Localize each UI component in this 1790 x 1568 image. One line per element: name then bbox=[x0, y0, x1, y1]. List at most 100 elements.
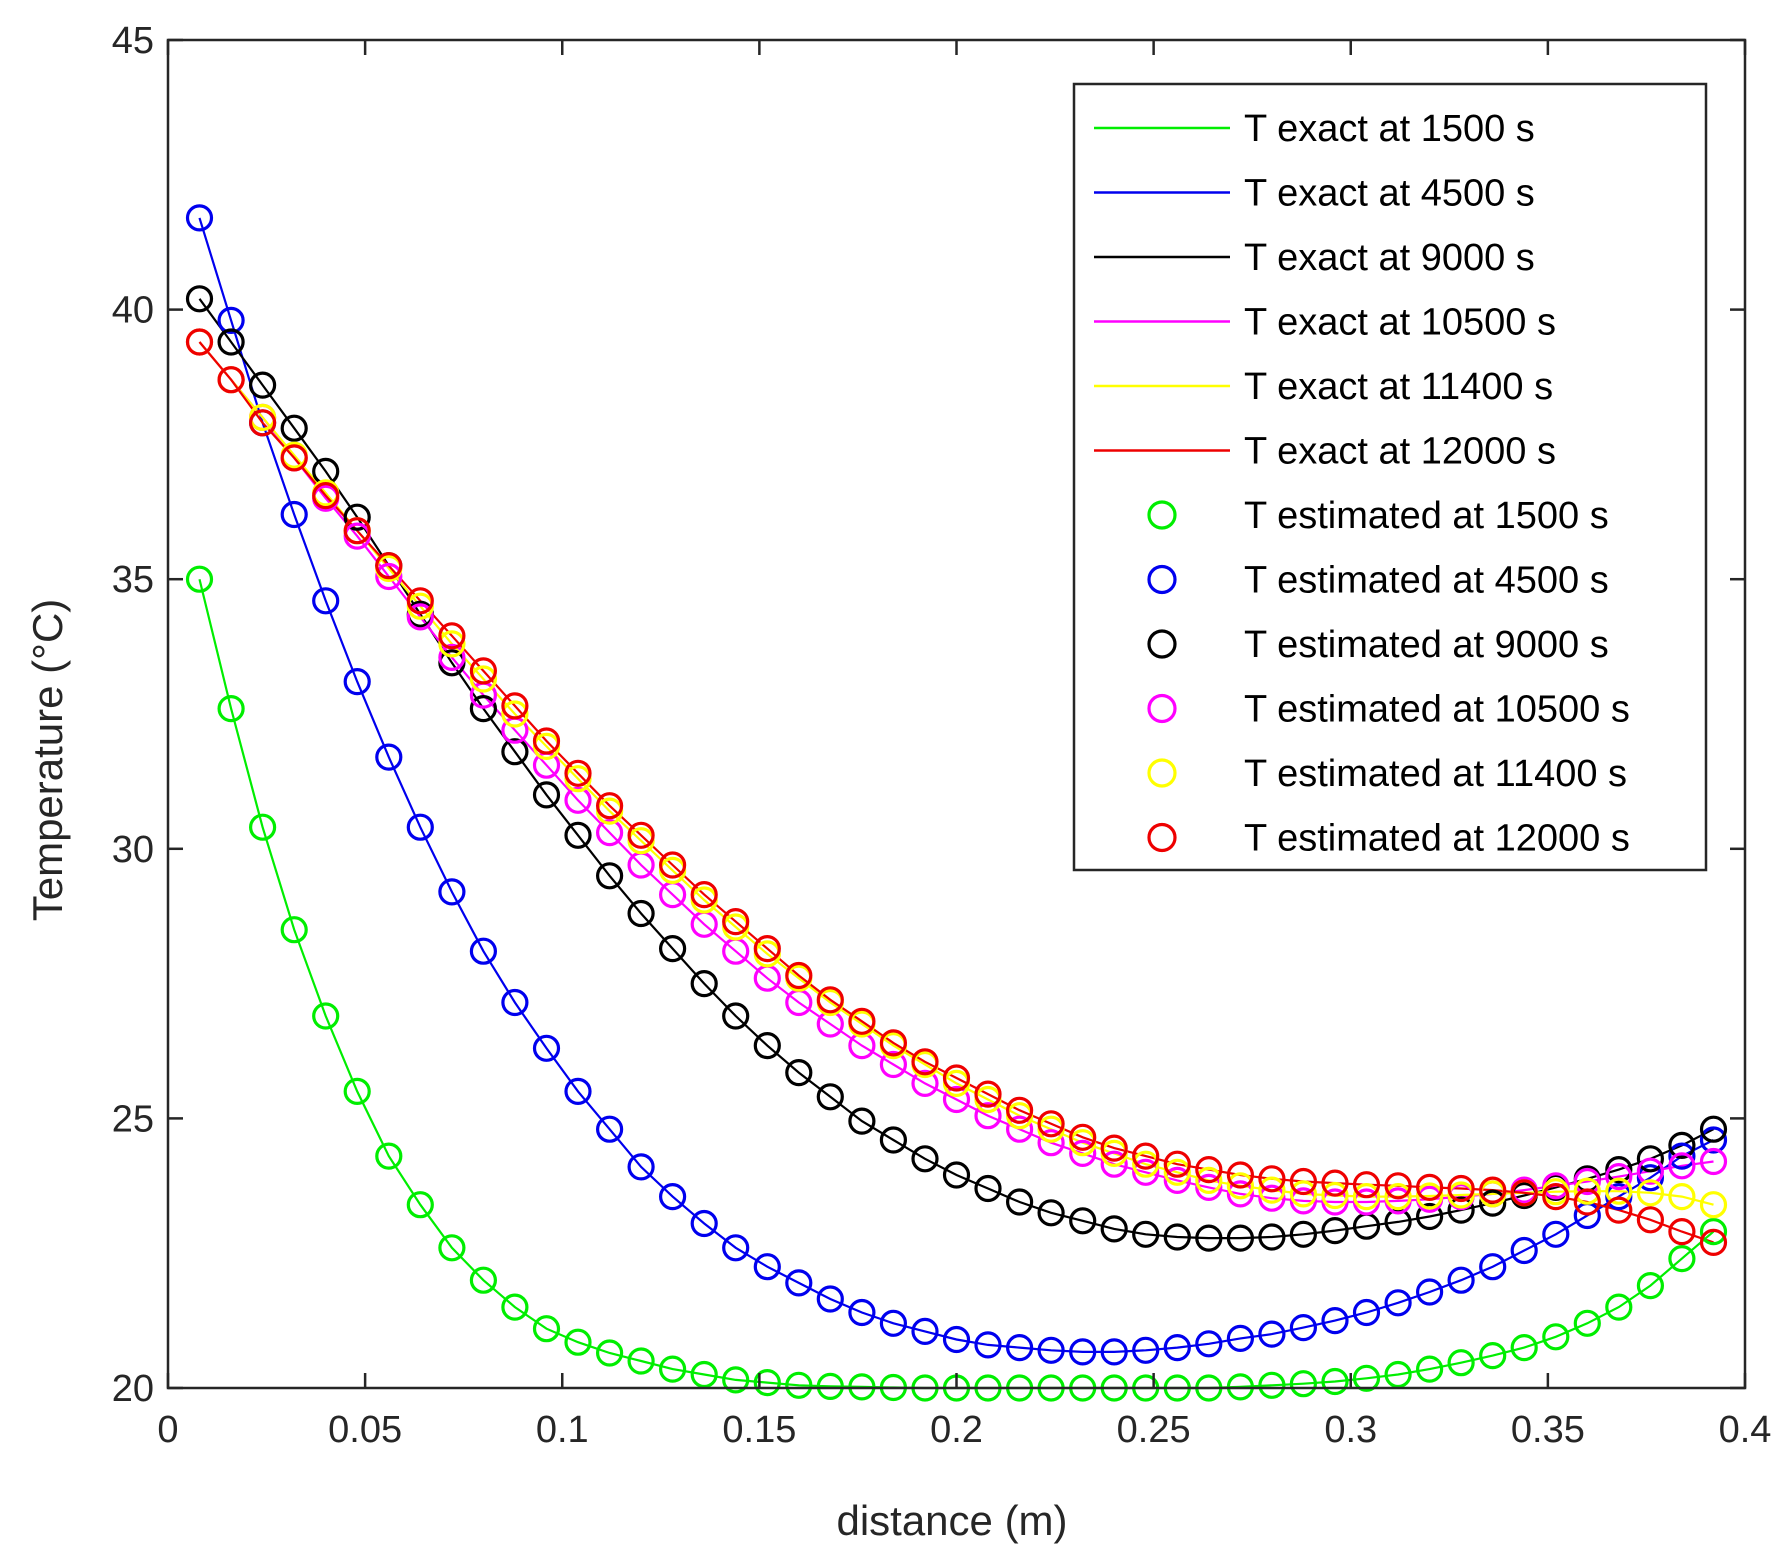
series-marker bbox=[816, 1372, 844, 1401]
series-marker bbox=[1479, 1176, 1507, 1204]
series-marker bbox=[375, 552, 403, 580]
series-marker bbox=[501, 700, 529, 728]
legend-label-exact: T exact at 10500 s bbox=[1244, 302, 1556, 344]
series-marker bbox=[785, 1058, 813, 1087]
series-marker bbox=[1699, 1217, 1728, 1246]
series-marker bbox=[816, 1083, 844, 1111]
series-marker bbox=[1226, 1172, 1255, 1200]
series-marker bbox=[1132, 1150, 1160, 1178]
series-marker bbox=[1352, 1364, 1381, 1392]
series-marker bbox=[1069, 1338, 1097, 1366]
series-marker bbox=[1321, 1216, 1349, 1245]
series-marker bbox=[501, 738, 529, 766]
series-marker bbox=[1699, 1228, 1728, 1257]
series-marker bbox=[848, 1107, 876, 1135]
series-marker bbox=[1132, 1142, 1160, 1170]
series-marker bbox=[469, 657, 497, 685]
series-marker bbox=[1321, 1367, 1349, 1396]
series-marker bbox=[1258, 1371, 1286, 1399]
series-marker bbox=[942, 1085, 971, 1114]
series-marker bbox=[217, 366, 245, 394]
series-marker bbox=[1415, 1355, 1444, 1383]
series-marker bbox=[1415, 1173, 1444, 1202]
series-marker bbox=[1037, 1199, 1065, 1227]
series-marker bbox=[185, 328, 214, 356]
legend-marker-4500-s bbox=[1147, 564, 1177, 595]
legend-label-estimated: T estimated at 12000 s bbox=[1244, 818, 1630, 860]
y-tick-label: 20 bbox=[112, 1368, 154, 1410]
series-marker bbox=[532, 1034, 561, 1062]
series-marker bbox=[1132, 1336, 1160, 1364]
legend-marker-10500-s bbox=[1147, 693, 1177, 724]
series-marker bbox=[343, 503, 371, 531]
series-marker bbox=[1447, 1174, 1475, 1203]
series-marker bbox=[1573, 1309, 1601, 1337]
series-marker bbox=[280, 916, 308, 944]
series-marker bbox=[1542, 1220, 1570, 1248]
series-marker bbox=[280, 500, 308, 529]
series-marker bbox=[658, 851, 687, 879]
series-marker bbox=[1542, 1323, 1570, 1351]
series-marker bbox=[1069, 1123, 1097, 1151]
series-marker bbox=[690, 1209, 718, 1238]
series-layer bbox=[185, 204, 1728, 1402]
series-marker bbox=[343, 517, 371, 545]
series-marker bbox=[1510, 1179, 1538, 1207]
series-marker bbox=[595, 792, 624, 820]
series-marker bbox=[564, 821, 592, 849]
series-marker bbox=[1005, 1333, 1034, 1362]
series-marker bbox=[911, 1069, 939, 1098]
series-marker bbox=[469, 665, 497, 693]
series-marker bbox=[438, 630, 466, 658]
series-marker bbox=[1636, 1157, 1665, 1185]
series-marker bbox=[627, 1153, 655, 1181]
legend-label-estimated: T estimated at 11400 s bbox=[1244, 753, 1627, 795]
y-tick-label: 25 bbox=[112, 1098, 154, 1140]
series-marker bbox=[722, 1002, 750, 1030]
series-marker bbox=[1132, 1158, 1160, 1186]
series-marker bbox=[1163, 1150, 1191, 1178]
series-marker bbox=[595, 1115, 624, 1143]
series-marker bbox=[1447, 1266, 1475, 1294]
series-marker bbox=[753, 1253, 781, 1281]
series-marker bbox=[564, 759, 592, 787]
series-marker bbox=[1226, 1324, 1255, 1353]
series-marker bbox=[1037, 1129, 1065, 1157]
series-marker bbox=[1195, 1224, 1223, 1252]
series-marker bbox=[501, 692, 529, 720]
series-marker bbox=[1352, 1298, 1381, 1327]
series-marker bbox=[785, 1269, 813, 1297]
series-marker bbox=[249, 371, 277, 399]
series-marker bbox=[1258, 1320, 1286, 1348]
legend-marker-11400-s bbox=[1147, 758, 1177, 788]
series-marker bbox=[343, 667, 371, 696]
series-marker bbox=[1384, 1182, 1412, 1211]
legend-marker-12000-s bbox=[1147, 822, 1177, 853]
series-marker bbox=[1195, 1166, 1223, 1195]
series-marker bbox=[722, 1234, 750, 1262]
series-marker bbox=[690, 880, 718, 909]
series-marker bbox=[438, 643, 466, 672]
series-marker bbox=[942, 1064, 971, 1092]
series-marker bbox=[1258, 1165, 1286, 1193]
series-marker bbox=[1605, 1177, 1633, 1205]
series-marker bbox=[1226, 1161, 1255, 1189]
series-marker bbox=[1289, 1180, 1318, 1208]
series-marker bbox=[1163, 1223, 1191, 1251]
series-marker bbox=[879, 1050, 908, 1079]
series-marker bbox=[501, 1293, 529, 1321]
series-marker bbox=[406, 1191, 434, 1219]
series-marker bbox=[1636, 1164, 1665, 1192]
series-marker bbox=[1668, 1217, 1696, 1246]
series-marker bbox=[375, 562, 403, 591]
series-marker bbox=[1605, 1155, 1633, 1184]
series-marker bbox=[1415, 1202, 1444, 1231]
axes-layer: 0 0.05 0.1 0.15 0.2 0.25 0.3 0.35 0.4 20 25 30 35 40 4… bbox=[112, 20, 1772, 1451]
x-tick-label: 0.1 bbox=[536, 1409, 589, 1451]
legend-label-estimated: T estimated at 4500 s bbox=[1244, 560, 1609, 602]
series-marker bbox=[1699, 1191, 1728, 1219]
x-axis-title: distance (m) bbox=[836, 1497, 1067, 1544]
series-marker bbox=[1226, 1180, 1255, 1208]
y-tick-label: 45 bbox=[112, 20, 154, 62]
series-marker bbox=[375, 1142, 403, 1170]
